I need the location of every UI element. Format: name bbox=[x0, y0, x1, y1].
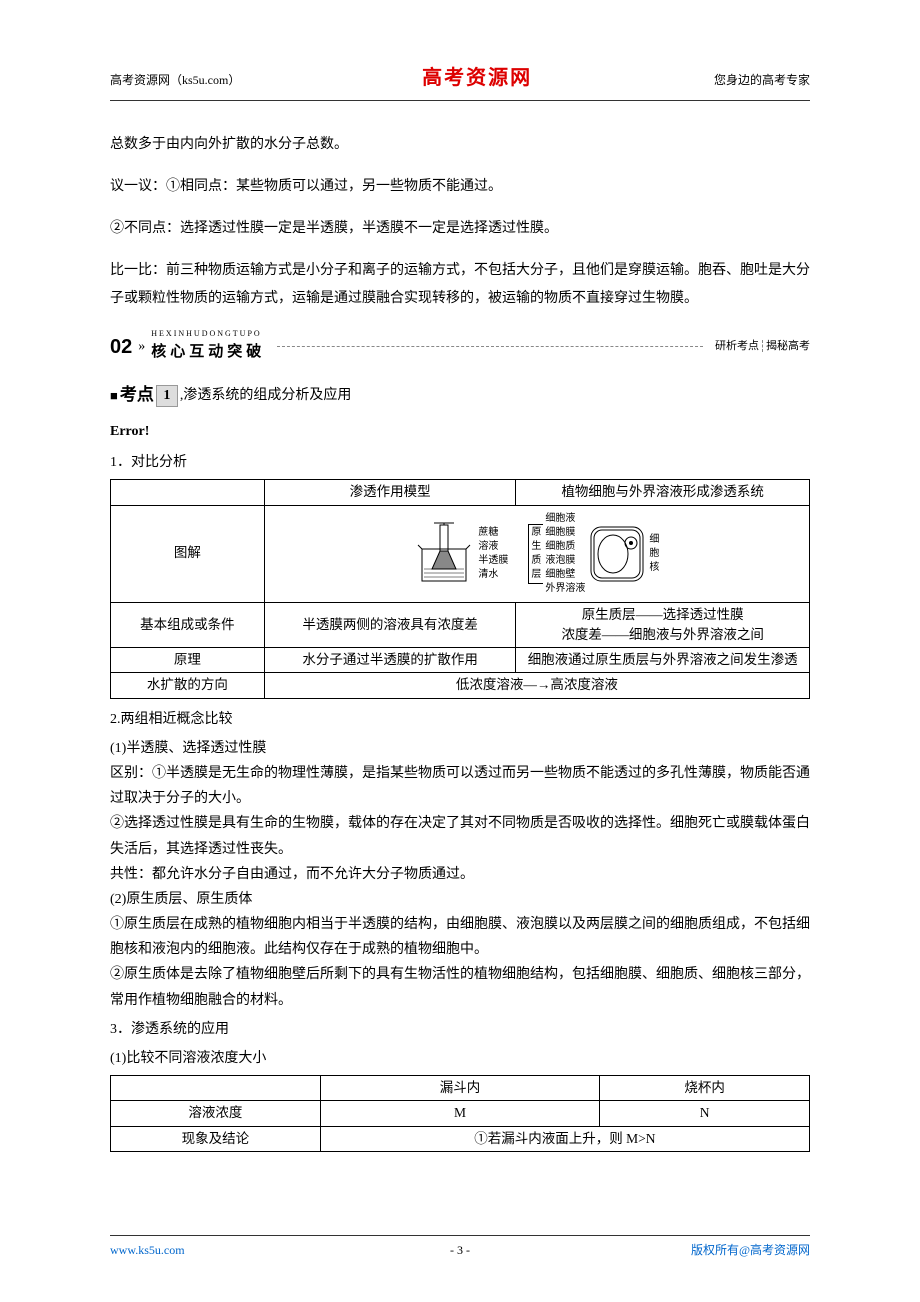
section-right-text: 研析考点揭秘高考 bbox=[715, 337, 810, 357]
header-right: 您身边的高考专家 bbox=[714, 70, 810, 92]
section-title: 核心互动突破 bbox=[151, 339, 265, 366]
comparison-table-1: 渗透作用模型 植物细胞与外界溶液形成渗透系统 图解 bbox=[110, 479, 810, 698]
footer-copyright: 版权所有@高考资源网 bbox=[691, 1240, 810, 1262]
diagram-labels: 细胞液 细胞膜 细胞质 液泡膜 细胞壁 外界溶液 bbox=[545, 512, 585, 596]
footer-url: www.ks5u.com bbox=[110, 1240, 185, 1262]
paragraph: 比一比：前三种物质运输方式是小分子和离子的运输方式，不包括大分子，且他们是穿膜运… bbox=[110, 257, 810, 313]
funnel-beaker-icon bbox=[414, 521, 474, 587]
kaodian-1-heading: ■ 考点 1 ,渗透系统的组成分析及应用 bbox=[110, 380, 810, 411]
table-header: 烧杯内 bbox=[600, 1076, 810, 1101]
page-header: 高考资源网（ks5u.com） 高考资源网 您身边的高考专家 bbox=[110, 60, 810, 101]
diagram-cell: 蔗糖 溶液 半透膜 清水 原 生 质 层 细胞液 细胞膜 细胞质 液泡膜 细胞壁… bbox=[264, 505, 809, 602]
kaodian-label: 考点 bbox=[120, 380, 154, 411]
paragraph: ①原生质层在成熟的植物细胞内相当于半透膜的结构，由细胞膜、液泡膜以及两层膜之间的… bbox=[110, 912, 810, 962]
paragraph: ②不同点：选择透过性膜一定是半透膜，半透膜不一定是选择透过性膜。 bbox=[110, 215, 810, 243]
subheading-3: 3．渗透系统的应用 bbox=[110, 1017, 810, 1042]
paragraph: ②选择透过性膜是具有生命的生物膜，载体的存在决定了其对不同物质是否吸收的选择性。… bbox=[110, 811, 810, 861]
table-cell: 低浓度溶液—→高浓度溶液 bbox=[264, 673, 809, 698]
diagram-labels: 细 胞 核 bbox=[649, 533, 659, 575]
body-text: 总数多于由内向外扩散的水分子总数。 议一议：①相同点：某些物质可以通过，另一些物… bbox=[110, 131, 810, 313]
table-cell: ①若漏斗内液面上升，则 M>N bbox=[320, 1126, 809, 1151]
paragraph: (1)比较不同溶液浓度大小 bbox=[110, 1046, 810, 1071]
table-cell: 半透膜两侧的溶液具有浓度差 bbox=[264, 602, 516, 648]
diagram-labels: 原 生 质 层 bbox=[528, 524, 543, 584]
table-row-label: 溶液浓度 bbox=[111, 1101, 321, 1126]
page-footer: www.ks5u.com - 3 - 版权所有@高考资源网 bbox=[110, 1235, 810, 1262]
paragraph: 议一议：①相同点：某些物质可以通过，另一些物质不能通过。 bbox=[110, 173, 810, 201]
table-cell: 细胞液通过原生质层与外界溶液之间发生渗透 bbox=[516, 648, 810, 673]
paragraph: 共性：都允许水分子自由通过，而不允许大分子物质通过。 bbox=[110, 862, 810, 887]
table-cell: 原生质层——选择透过性膜 浓度差——细胞液与外界溶液之间 bbox=[516, 602, 810, 648]
error-text: Error! bbox=[110, 419, 810, 444]
table-row-label: 原理 bbox=[111, 648, 265, 673]
kaodian-number-box: 1 bbox=[156, 385, 178, 407]
subheading-1: 1．对比分析 bbox=[110, 450, 810, 475]
table-cell: N bbox=[600, 1101, 810, 1126]
page-number: - 3 - bbox=[450, 1240, 470, 1262]
header-center-logo: 高考资源网 bbox=[422, 60, 532, 96]
paragraph: (2)原生质层、原生质体 bbox=[110, 887, 810, 912]
dashed-line bbox=[277, 346, 703, 347]
paragraph: ②原生质体是去除了植物细胞壁后所剩下的具有生物活性的植物细胞结构，包括细胞膜、细… bbox=[110, 962, 810, 1012]
comparison-table-2: 漏斗内 烧杯内 溶液浓度 M N 现象及结论 ①若漏斗内液面上升，则 M>N bbox=[110, 1075, 810, 1152]
table-row-label: 基本组成或条件 bbox=[111, 602, 265, 648]
kaodian-title: ,渗透系统的组成分析及应用 bbox=[180, 383, 352, 408]
paragraph: (1)半透膜、选择透过性膜 bbox=[110, 736, 810, 761]
square-marker-icon: ■ bbox=[110, 384, 118, 407]
table-row-label: 现象及结论 bbox=[111, 1126, 321, 1151]
table-header: 渗透作用模型 bbox=[264, 480, 516, 505]
table-header: 漏斗内 bbox=[320, 1076, 600, 1101]
table-header: 植物细胞与外界溶液形成渗透系统 bbox=[516, 480, 810, 505]
table-row-label: 水扩散的方向 bbox=[111, 673, 265, 698]
table-cell: M bbox=[320, 1101, 600, 1126]
table-row-label: 图解 bbox=[111, 505, 265, 602]
paragraph: 总数多于由内向外扩散的水分子总数。 bbox=[110, 131, 810, 159]
section-02-bar: 02 » HEXINHUDONGTUPO 核心互动突破 研析考点揭秘高考 bbox=[110, 327, 810, 366]
section-number: 02 bbox=[110, 329, 132, 365]
paragraph: 区别：①半透膜是无生命的物理性薄膜，是指某些物质可以透过而另一些物质不能透过的多… bbox=[110, 761, 810, 811]
subheading-2: 2.两组相近概念比较 bbox=[110, 707, 810, 732]
plant-cell-icon bbox=[587, 521, 647, 587]
arrow-icon: » bbox=[138, 334, 145, 359]
table-cell: 水分子通过半透膜的扩散作用 bbox=[264, 648, 516, 673]
diagram-labels: 蔗糖 溶液 半透膜 清水 bbox=[478, 526, 508, 582]
header-left: 高考资源网（ks5u.com） bbox=[110, 70, 240, 92]
